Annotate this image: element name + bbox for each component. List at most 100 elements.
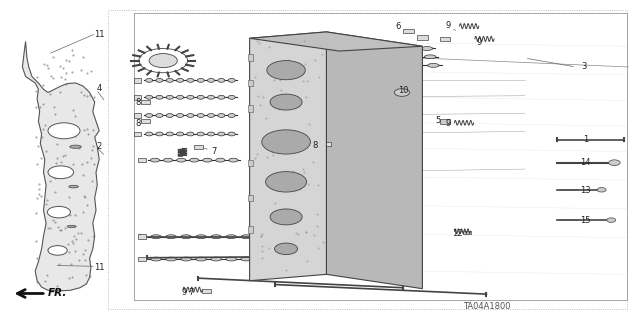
Ellipse shape <box>373 114 381 117</box>
Text: 3: 3 <box>581 62 586 71</box>
Ellipse shape <box>339 114 347 117</box>
Ellipse shape <box>145 114 153 117</box>
Ellipse shape <box>197 78 204 82</box>
Ellipse shape <box>187 78 194 82</box>
Text: 11: 11 <box>94 263 104 272</box>
Ellipse shape <box>339 95 347 99</box>
Polygon shape <box>326 32 422 289</box>
Circle shape <box>262 130 310 154</box>
Ellipse shape <box>177 78 184 82</box>
Ellipse shape <box>340 170 348 174</box>
Circle shape <box>47 206 70 218</box>
Bar <box>141 100 150 104</box>
Ellipse shape <box>384 114 392 117</box>
Ellipse shape <box>351 114 358 117</box>
Ellipse shape <box>373 78 381 82</box>
Ellipse shape <box>145 95 153 99</box>
Bar <box>134 95 141 100</box>
Ellipse shape <box>151 257 161 261</box>
Ellipse shape <box>363 170 371 174</box>
Bar <box>440 37 450 41</box>
Ellipse shape <box>362 95 369 99</box>
Text: 14: 14 <box>580 158 591 167</box>
Ellipse shape <box>362 132 369 136</box>
Ellipse shape <box>373 95 381 99</box>
Ellipse shape <box>362 78 369 82</box>
Text: 15: 15 <box>580 216 591 225</box>
Ellipse shape <box>151 235 161 239</box>
Ellipse shape <box>386 170 394 174</box>
Ellipse shape <box>351 170 359 174</box>
Ellipse shape <box>156 78 163 82</box>
Ellipse shape <box>406 132 414 136</box>
Ellipse shape <box>345 63 356 67</box>
Ellipse shape <box>411 63 422 67</box>
Ellipse shape <box>384 78 392 82</box>
Ellipse shape <box>421 47 433 50</box>
Ellipse shape <box>362 114 369 117</box>
Ellipse shape <box>408 55 419 59</box>
Ellipse shape <box>339 47 350 50</box>
Ellipse shape <box>384 248 394 251</box>
Ellipse shape <box>351 78 358 82</box>
Ellipse shape <box>226 257 236 261</box>
Text: 5: 5 <box>436 116 441 125</box>
Text: FR.: FR. <box>48 288 67 299</box>
Bar <box>134 132 141 136</box>
Text: 9: 9 <box>476 38 481 47</box>
Ellipse shape <box>394 63 406 67</box>
Ellipse shape <box>256 257 266 261</box>
Ellipse shape <box>342 248 352 251</box>
Text: 9: 9 <box>182 288 187 297</box>
Ellipse shape <box>228 95 236 99</box>
Ellipse shape <box>375 55 387 59</box>
Ellipse shape <box>207 132 214 136</box>
Ellipse shape <box>428 63 439 67</box>
Ellipse shape <box>166 95 173 99</box>
Text: 2: 2 <box>97 142 102 151</box>
Ellipse shape <box>197 95 204 99</box>
Ellipse shape <box>177 114 184 117</box>
Ellipse shape <box>197 132 204 136</box>
Text: 11: 11 <box>94 30 104 39</box>
Bar <box>134 113 141 118</box>
Ellipse shape <box>424 55 436 59</box>
Ellipse shape <box>356 248 366 251</box>
Ellipse shape <box>339 132 347 136</box>
Ellipse shape <box>370 248 380 251</box>
Bar <box>138 234 146 239</box>
Ellipse shape <box>404 47 416 50</box>
Bar <box>248 54 253 61</box>
Circle shape <box>270 209 302 225</box>
Bar <box>248 226 253 233</box>
Ellipse shape <box>145 132 153 136</box>
Polygon shape <box>250 32 326 281</box>
Bar <box>202 289 211 293</box>
Ellipse shape <box>181 235 191 239</box>
Ellipse shape <box>156 95 163 99</box>
Ellipse shape <box>388 47 399 50</box>
Ellipse shape <box>378 63 390 67</box>
Ellipse shape <box>328 132 336 136</box>
Ellipse shape <box>396 95 403 99</box>
Bar <box>134 78 141 83</box>
Ellipse shape <box>177 158 186 162</box>
Ellipse shape <box>177 95 184 99</box>
Ellipse shape <box>166 257 176 261</box>
Text: TA04A1800: TA04A1800 <box>463 302 510 311</box>
Text: 7: 7 <box>188 288 193 297</box>
Text: 1: 1 <box>583 135 588 144</box>
Circle shape <box>607 218 616 222</box>
Polygon shape <box>22 41 99 291</box>
Polygon shape <box>250 32 422 51</box>
Ellipse shape <box>216 158 225 162</box>
Ellipse shape <box>166 132 173 136</box>
Ellipse shape <box>211 257 221 261</box>
Ellipse shape <box>373 132 381 136</box>
Bar <box>322 142 331 146</box>
Ellipse shape <box>339 78 347 82</box>
Ellipse shape <box>396 78 403 82</box>
Ellipse shape <box>181 257 191 261</box>
Circle shape <box>149 54 177 68</box>
Ellipse shape <box>203 158 212 162</box>
